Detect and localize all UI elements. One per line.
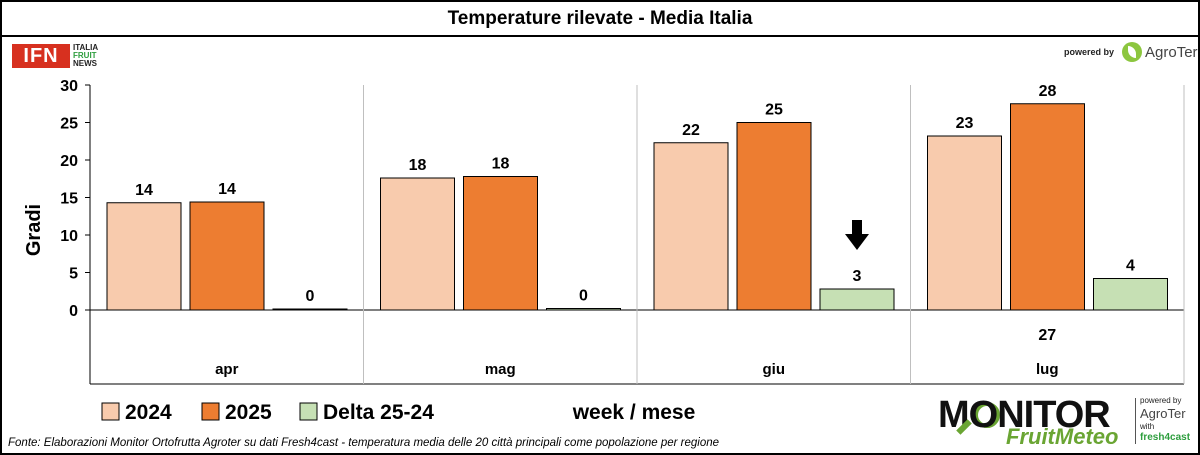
down-arrow-icon [845,220,869,250]
ifn-logo-words: ITALIA FRUIT NEWS [73,44,98,68]
monitor-logo-word: MONITOR [938,394,1111,436]
legend-label: 2024 [125,401,172,424]
data-label: 28 [1039,83,1057,100]
bar-2024 [106,202,182,311]
x-axis-title: week / mese [572,401,696,424]
monitor-agroter-brand: AgroTer [1140,406,1186,421]
y-tick-label: 15 [60,191,78,208]
y-tick-label: 25 [60,116,78,133]
data-label: 22 [682,122,700,139]
category-label: lug [1036,361,1059,378]
ifn-logo-line3: NEWS [73,59,97,68]
chart-title: Temperature rilevate - Media Italia [2,2,1198,37]
week-label: 27 [1038,327,1056,344]
magnifier-icon [974,402,1000,428]
agroter-top-brand: AgroTer [1145,43,1198,61]
bar-delta-25-24 [272,308,348,311]
bar-delta-25-24 [546,308,621,311]
monitor-logo-divider [1135,398,1136,444]
data-label: 18 [409,157,427,174]
y-tick-label: 30 [60,78,78,95]
source-note: Fonte: Elaborazioni Monitor Ortofrutta A… [8,437,720,449]
data-label: 0 [579,288,588,305]
bar-delta-25-24 [819,288,895,311]
bar-2025 [1010,103,1085,311]
bar-2025 [463,176,538,311]
monitor-partner: fresh4cast [1140,432,1191,443]
bar-2025 [189,201,265,311]
monitor-fruitmeteo-logo: MONITOR FruitMeteo powered by AgroTer wi… [938,394,1193,450]
monitor-with: with [1140,422,1155,431]
ifn-logo-line2: FRUIT [73,51,97,60]
agroter-leaf-icon [1122,42,1143,62]
fruitmeteo-logo-word: FruitMeteo [1006,424,1119,449]
agroter-top-powered: powered by [1064,47,1115,57]
legend-swatch [201,402,220,421]
category-label: mag [485,361,516,378]
data-label: 14 [218,181,236,198]
data-label: 25 [765,102,783,119]
bar-2024 [653,142,729,311]
ifn-logo-mark: IFN [12,44,70,68]
bar-delta-25-24 [1093,278,1168,311]
ifn-logo-line1: ITALIA [73,43,99,52]
data-label: 14 [135,182,153,199]
data-label: 18 [492,156,510,173]
agroter-top-logo: powered by AgroTer [1064,42,1198,62]
bar-2024 [927,135,1002,311]
y-tick-label: 5 [69,266,78,283]
legend-swatch [299,402,318,421]
ifn-logo: IFN ITALIA FRUIT NEWS [12,44,98,68]
category-label: apr [215,361,239,378]
legend-label: Delta 25-24 [323,401,434,424]
data-label: 0 [306,288,315,305]
y-tick-label: 20 [60,153,78,170]
bar-2025 [736,122,812,311]
data-label: 3 [853,268,862,285]
monitor-powered-by: powered by [1140,396,1182,405]
y-tick-label: 10 [60,228,78,245]
data-label: 4 [1126,258,1135,275]
bar-2024 [380,177,455,311]
y-axis-title: Gradi [23,204,45,256]
legend-label: 2025 [225,401,272,424]
category-label: giu [763,361,786,378]
legend-swatch [101,402,120,421]
data-label: 23 [956,115,974,132]
y-tick-label: 0 [69,303,78,320]
